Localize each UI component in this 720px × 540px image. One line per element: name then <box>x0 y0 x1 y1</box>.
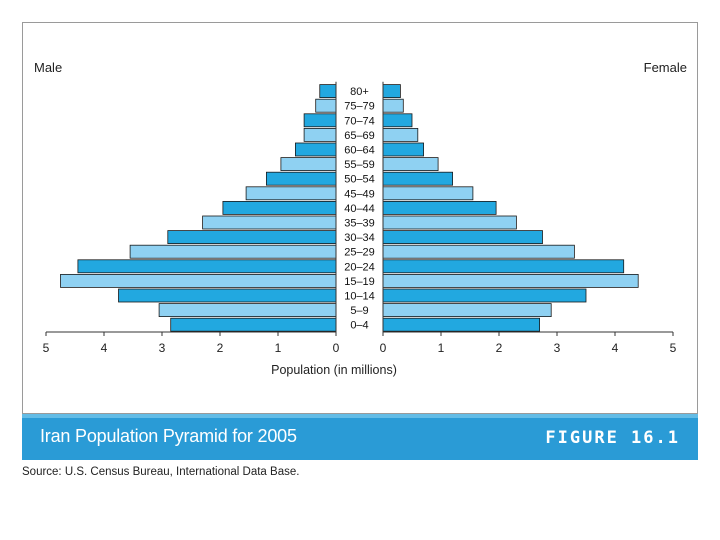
age-label-13: 65–69 <box>344 130 375 142</box>
bar-male-9 <box>245 186 337 201</box>
tick-label-left-4: 1 <box>275 341 282 355</box>
tick-label-right-0: 0 <box>380 341 387 355</box>
age-label-7: 35–39 <box>344 218 375 230</box>
figure-number-label: FIGURE 16.1 <box>545 428 680 448</box>
tick-label-left-3: 2 <box>217 341 224 355</box>
age-label-9: 45–49 <box>344 188 375 200</box>
tick-label-left-5: 0 <box>333 341 340 355</box>
bar-female-5 <box>382 244 575 259</box>
age-label-12: 60–64 <box>344 145 375 157</box>
tick-label-right-4: 4 <box>612 341 619 355</box>
bar-female-15 <box>382 98 404 113</box>
bar-male-15 <box>315 98 337 113</box>
bar-female-14 <box>382 113 413 128</box>
bar-male-13 <box>303 128 337 142</box>
tick-label-right-1: 1 <box>438 341 445 355</box>
bar-male-3 <box>60 273 337 288</box>
age-label-4: 20–24 <box>344 261 375 273</box>
age-label-2: 10–14 <box>344 291 375 303</box>
bar-male-16 <box>319 84 337 98</box>
bar-male-6 <box>167 230 337 245</box>
tick-label-left-0: 5 <box>43 341 50 355</box>
age-label-10: 50–54 <box>344 174 375 186</box>
caption-bar-stripe <box>22 414 698 418</box>
bar-female-1 <box>382 303 552 318</box>
male-label: Male <box>34 60 62 75</box>
bar-female-8 <box>382 200 497 215</box>
bar-male-4 <box>77 259 337 274</box>
tick-label-left-2: 3 <box>159 341 166 355</box>
age-label-3: 15–19 <box>344 276 375 288</box>
age-label-0: 0–4 <box>350 320 368 332</box>
bar-female-13 <box>382 128 419 142</box>
bars-group <box>60 84 639 332</box>
x-axis-title: Population (in millions) <box>271 363 397 377</box>
bar-female-12 <box>382 142 424 157</box>
age-label-1: 5–9 <box>350 305 368 317</box>
bar-male-2 <box>118 288 337 303</box>
bar-male-8 <box>222 200 337 215</box>
bar-male-5 <box>129 244 337 259</box>
source-note: Source: U.S. Census Bureau, Internationa… <box>22 466 300 478</box>
bar-male-14 <box>303 113 337 128</box>
tick-label-left-1: 4 <box>101 341 108 355</box>
bar-female-16 <box>382 84 401 98</box>
age-label-14: 70–74 <box>344 115 375 127</box>
bar-female-10 <box>382 171 453 186</box>
age-label-6: 30–34 <box>344 232 375 244</box>
bar-male-10 <box>265 171 337 186</box>
age-label-5: 25–29 <box>344 247 375 259</box>
tick-label-right-2: 2 <box>496 341 503 355</box>
figure-title: Iran Population Pyramid for 2005 <box>40 426 297 446</box>
population-pyramid-chart: Male Female 0–45–910–1415–1920–2425–2930… <box>34 60 687 377</box>
bar-male-11 <box>280 157 337 172</box>
bar-female-2 <box>382 288 587 303</box>
bar-female-6 <box>382 230 543 245</box>
tick-label-right-5: 5 <box>670 341 677 355</box>
bar-female-11 <box>382 157 439 172</box>
age-label-8: 40–44 <box>344 203 375 215</box>
figure-frame: Male Female 0–4 5–9 10–14 15–19 20–24 25–29 30… <box>22 22 698 460</box>
age-label-16: 80+ <box>350 86 369 98</box>
caption-bar: Iran Population Pyramid for 2005 FIGURE … <box>22 414 698 460</box>
chart-panel <box>22 22 698 414</box>
bar-female-0 <box>382 317 541 332</box>
bar-female-7 <box>382 215 517 230</box>
age-label-11: 55–59 <box>344 159 375 171</box>
bar-male-0 <box>170 317 337 332</box>
bar-female-4 <box>382 259 625 274</box>
tick-label-right-3: 3 <box>554 341 561 355</box>
age-label-15: 75–79 <box>344 101 375 113</box>
bar-male-12 <box>294 142 337 157</box>
bar-female-3 <box>382 273 639 288</box>
age-labels-group: 0–4 5–9 10–14 15–19 20–24 25–29 30–34 35–39 40–4… <box>344 86 375 332</box>
bar-male-7 <box>202 215 337 230</box>
x-axis: 5 4 3 2 1 0 0 1 2 3 4 5 <box>43 81 677 355</box>
bar-female-9 <box>382 186 474 201</box>
female-label: Female <box>644 60 687 75</box>
bar-male-1 <box>158 303 337 318</box>
